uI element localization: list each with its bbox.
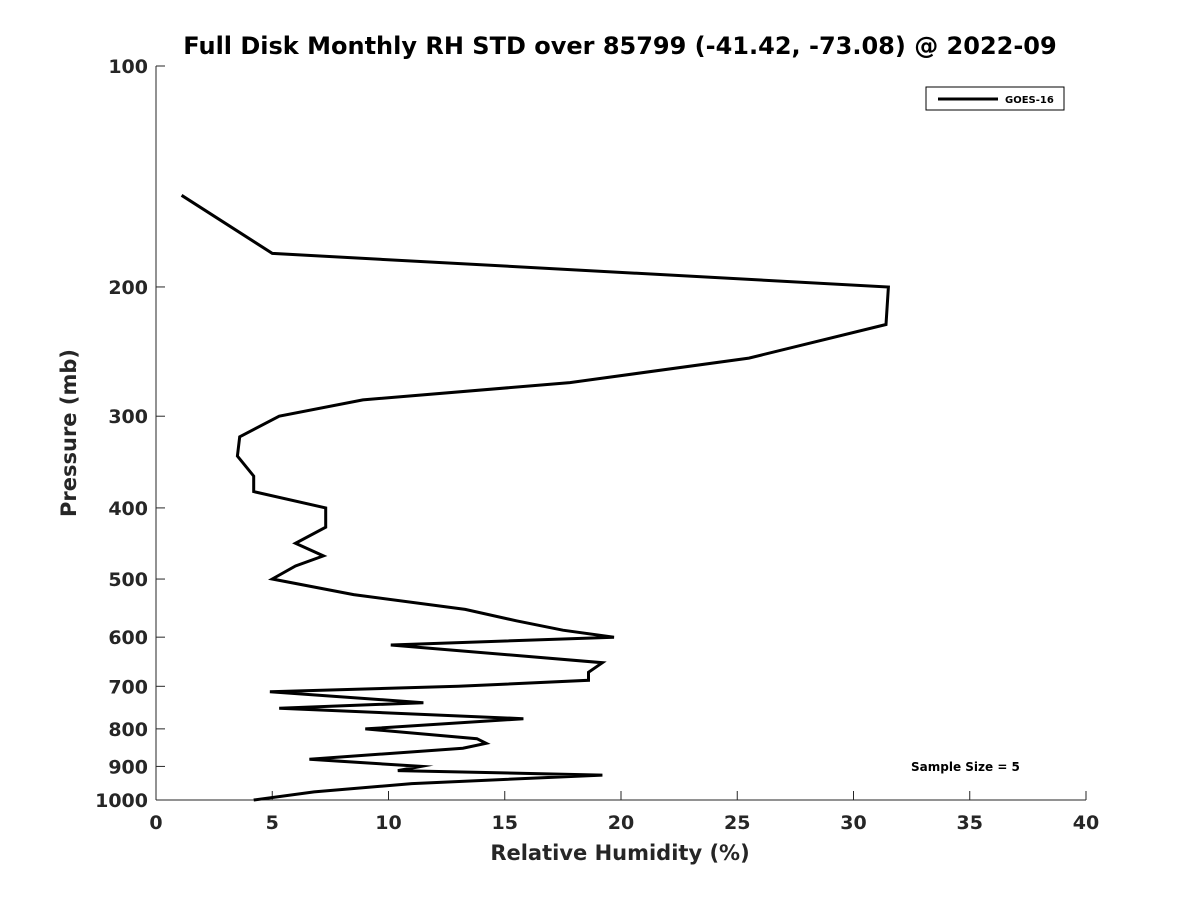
chart-title: Full Disk Monthly RH STD over 85799 (-41… <box>183 32 1056 60</box>
y-tick-label: 500 <box>108 569 148 591</box>
y-tick-label: 300 <box>108 406 148 428</box>
y-tick-label: 400 <box>108 498 148 520</box>
x-axis-ticks: 0 5 10 15 20 25 30 35 40 <box>149 791 1099 834</box>
y-tick-label: 900 <box>108 756 148 778</box>
x-tick-label: 30 <box>840 812 866 834</box>
sample-size-annotation: Sample Size = 5 <box>911 760 1020 774</box>
y-tick-label: 200 <box>108 277 148 299</box>
x-axis-label: Relative Humidity (%) <box>490 841 749 865</box>
y-tick-label: 600 <box>108 627 148 649</box>
y-tick-label: 800 <box>108 719 148 741</box>
legend-label-goes16: GOES-16 <box>1005 95 1054 106</box>
x-tick-label: 5 <box>266 812 279 834</box>
y-axis-label: Pressure (mb) <box>57 349 81 517</box>
x-tick-label: 10 <box>375 812 401 834</box>
series-layer <box>180 194 890 802</box>
x-tick-label: 25 <box>724 812 750 834</box>
x-tick-label: 20 <box>608 812 634 834</box>
legend: GOES-16 <box>925 86 1065 111</box>
x-tick-label: 0 <box>149 812 162 834</box>
series-line-goes16 <box>180 194 890 802</box>
x-tick-label: 40 <box>1073 812 1099 834</box>
y-tick-label: 100 <box>108 56 148 78</box>
y-axis-ticks: 100 200 300 400 500 600 700 800 900 1000 <box>95 56 165 812</box>
y-tick-label: 1000 <box>95 790 148 812</box>
x-tick-label: 35 <box>957 812 983 834</box>
x-tick-label: 15 <box>492 812 518 834</box>
y-tick-label: 700 <box>108 676 148 698</box>
